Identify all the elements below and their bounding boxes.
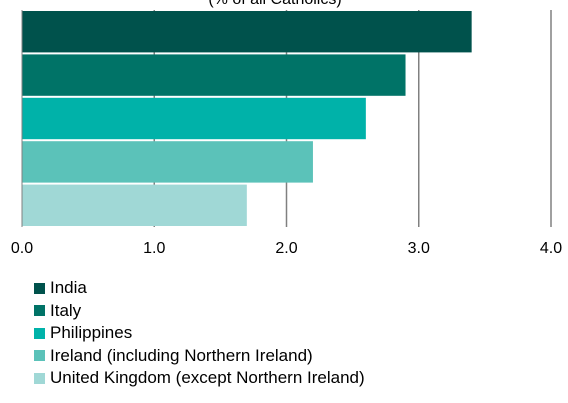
bar-india bbox=[22, 11, 472, 53]
legend-label: Ireland (including Northern Ireland) bbox=[50, 345, 313, 365]
legend-item: United Kingdom (except Northern Ireland) bbox=[34, 367, 365, 390]
legend-swatch bbox=[34, 372, 45, 384]
legend-label: India bbox=[50, 278, 87, 298]
legend-label: Philippines bbox=[50, 323, 133, 343]
legend-swatch bbox=[34, 327, 45, 339]
bars bbox=[22, 11, 472, 226]
bar-ireland-including-northern-ireland bbox=[22, 141, 313, 183]
legend-item: Philippines bbox=[34, 322, 365, 345]
x-tick-label-1: 1.0 bbox=[143, 240, 165, 257]
legend-label: United Kingdom (except Northern Ireland) bbox=[50, 368, 365, 388]
x-tick-label-2: 2.0 bbox=[275, 240, 297, 257]
x-tick-label-3: 3.0 bbox=[408, 240, 430, 257]
bar-philippines bbox=[22, 97, 366, 140]
x-tick-label-4: 4.0 bbox=[540, 240, 562, 257]
legend-item: Italy bbox=[34, 300, 365, 323]
legend-swatch bbox=[34, 282, 45, 294]
x-axis-ticks: 0.0 1.0 2.0 3.0 4.0 bbox=[11, 240, 562, 257]
legend-label: Italy bbox=[50, 300, 82, 320]
x-tick-label-0: 0.0 bbox=[11, 240, 33, 257]
bar-united-kingdom-except-northern-ireland bbox=[22, 184, 247, 226]
legend: India Italy Philippines Ireland (including … bbox=[34, 277, 365, 390]
legend-item: India bbox=[34, 277, 365, 300]
legend-item: Ireland (including Northern Ireland) bbox=[34, 345, 365, 368]
bar-italy bbox=[22, 54, 406, 96]
legend-swatch bbox=[34, 305, 45, 317]
chart-subtitle: (% of all Catholics) bbox=[208, 0, 341, 8]
legend-swatch bbox=[34, 350, 45, 362]
